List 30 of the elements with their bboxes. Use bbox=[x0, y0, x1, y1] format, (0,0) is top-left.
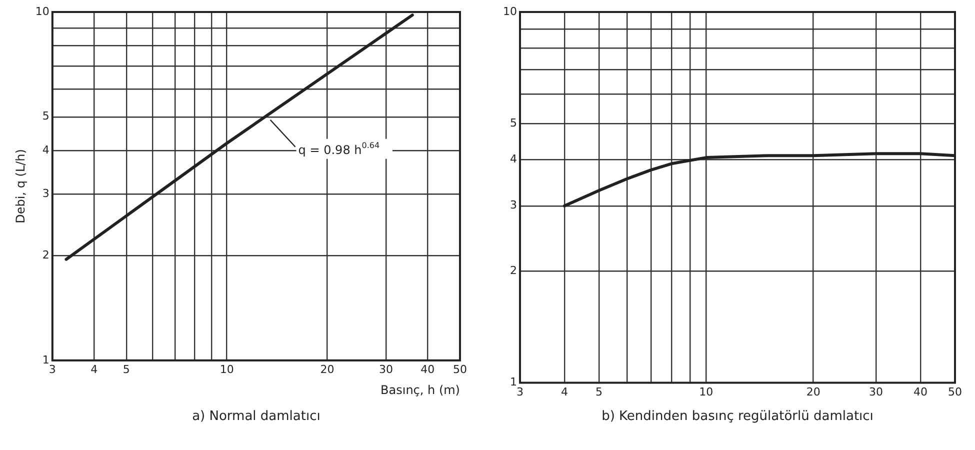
y-tick-label: 2 bbox=[42, 248, 50, 262]
x-tick-label: 5 bbox=[122, 362, 130, 376]
x-tick-label: 30 bbox=[869, 385, 884, 398]
x-tick-label: 5 bbox=[595, 385, 602, 398]
x-tick-label: 50 bbox=[948, 385, 962, 398]
x-tick-label: 40 bbox=[420, 362, 435, 376]
x-tick-label: 20 bbox=[320, 362, 334, 376]
y-tick-label: 10 bbox=[35, 4, 50, 18]
y-tick-label: 3 bbox=[510, 198, 517, 212]
x-tick-label: 30 bbox=[378, 362, 393, 376]
y-tick-label: 1 bbox=[42, 353, 50, 366]
text: a) Normal damlatıcı bbox=[192, 409, 320, 424]
y-tick-label: 5 bbox=[42, 110, 50, 123]
x-tick-label: 4 bbox=[90, 362, 98, 376]
y-tick-label: 1 bbox=[510, 376, 517, 389]
x-tick-label: 20 bbox=[806, 385, 820, 398]
x-tick-label: 4 bbox=[560, 385, 568, 398]
y-tick-label: 10 bbox=[502, 4, 517, 18]
y-tick-label: 2 bbox=[510, 264, 517, 278]
y-tick-label: 5 bbox=[510, 116, 517, 130]
y-tick-label: 4 bbox=[510, 152, 517, 166]
x-tick-label: 10 bbox=[699, 385, 714, 398]
text: b) Kendinden basınç regülatörlü damlatıcı bbox=[602, 409, 874, 424]
y-tick-label: 3 bbox=[42, 187, 50, 200]
y-axis-title: Debi, q (L/h) bbox=[13, 149, 28, 224]
x-tick-label: 50 bbox=[453, 362, 467, 376]
y-tick-label: 4 bbox=[42, 144, 50, 156]
x-tick-label: 10 bbox=[220, 362, 234, 376]
x-axis-title: Basınç, h (m) bbox=[380, 382, 460, 397]
x-tick-label: 40 bbox=[914, 385, 928, 398]
